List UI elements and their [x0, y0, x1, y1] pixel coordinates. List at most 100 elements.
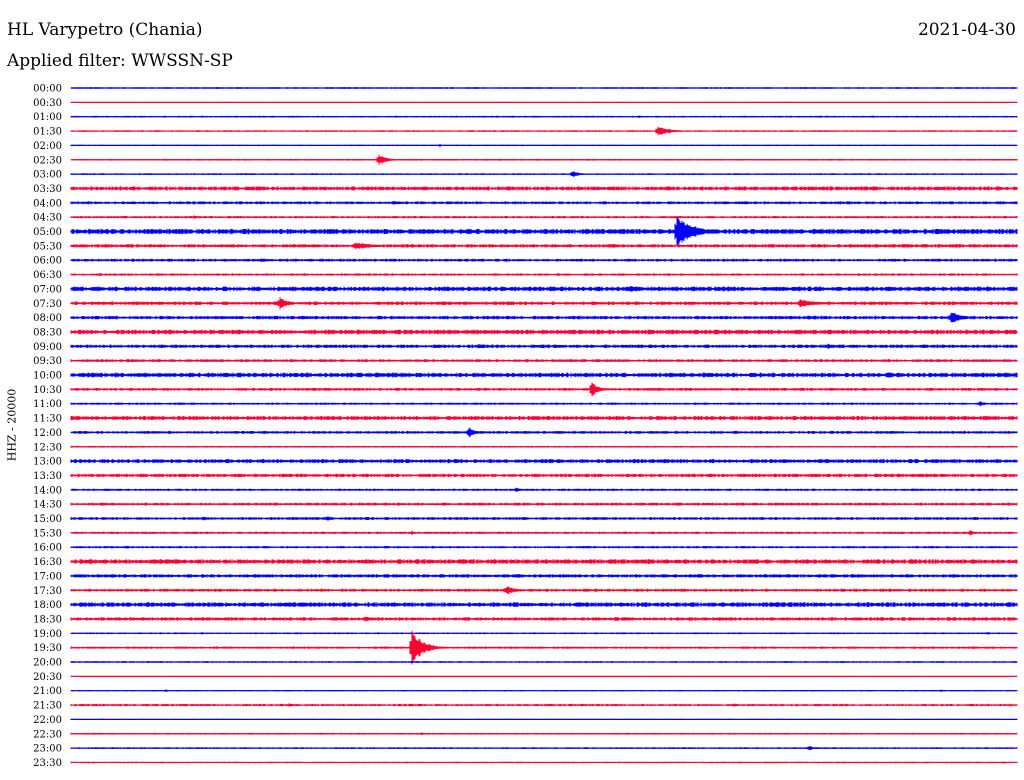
trace-signal	[70, 186, 1018, 191]
trace-signal	[70, 87, 1018, 89]
trace-signal	[70, 558, 1018, 565]
trace-signal	[70, 286, 1018, 292]
trace-signal	[70, 329, 1018, 335]
time-label: 03:30	[33, 184, 62, 195]
time-label: 18:30	[33, 614, 62, 625]
time-label: 22:30	[33, 729, 62, 740]
trace-signal	[70, 273, 1018, 277]
time-label: 12:00	[33, 428, 62, 439]
trace-signal	[70, 689, 1018, 692]
trace-signal	[70, 546, 1018, 549]
trace-signal	[70, 358, 1018, 363]
trace-signal	[70, 502, 1018, 506]
time-label: 07:00	[33, 284, 62, 295]
time-label: 04:30	[33, 213, 62, 224]
trace-signal	[70, 126, 1018, 136]
time-label: 07:30	[33, 299, 62, 310]
time-label: 02:00	[33, 141, 62, 152]
trace-signal	[70, 632, 1018, 635]
trace-signal	[70, 574, 1018, 578]
time-label: 05:00	[33, 227, 62, 238]
station-title: HL Varypetro (Chania)	[7, 20, 203, 40]
trace-signal	[70, 630, 1018, 665]
time-label: 14:30	[33, 500, 62, 511]
trace-signal	[70, 343, 1018, 349]
trace-group	[70, 87, 1018, 764]
time-label: 01:30	[33, 127, 62, 138]
trace-signal	[70, 602, 1018, 607]
time-label: 10:30	[33, 385, 62, 396]
time-label: 11:00	[33, 399, 62, 410]
trace-signal	[70, 761, 1018, 764]
trace-signal	[70, 143, 1018, 148]
trace-signal	[70, 703, 1018, 707]
trace-signal	[70, 516, 1018, 521]
time-label: 15:00	[33, 514, 62, 525]
time-label: 06:00	[33, 256, 62, 267]
time-label: 23:30	[33, 758, 62, 769]
trace-signal	[70, 401, 1018, 407]
trace-signal	[70, 459, 1018, 464]
time-label: 19:30	[33, 643, 62, 654]
trace-signal	[70, 487, 1018, 492]
time-label: 13:30	[33, 471, 62, 482]
trace-signal	[70, 445, 1018, 448]
trace-signal	[70, 171, 1018, 177]
trace-signal	[70, 616, 1018, 622]
trace-signal	[70, 746, 1018, 750]
time-label: 16:30	[33, 557, 62, 568]
time-label: 01:00	[33, 112, 62, 123]
time-label: 02:30	[33, 155, 62, 166]
time-label: 15:30	[33, 528, 62, 539]
trace-signal	[70, 258, 1018, 262]
time-label: 09:30	[33, 356, 62, 367]
trace-signal	[70, 215, 1018, 220]
time-label: 04:00	[33, 198, 62, 209]
trace-signal	[70, 427, 1018, 438]
time-label: 17:00	[33, 571, 62, 582]
time-label: 08:30	[33, 327, 62, 338]
time-label: 06:30	[33, 270, 62, 281]
time-label: 21:30	[33, 701, 62, 712]
trace-signal	[70, 217, 1018, 246]
trace-signal	[70, 312, 1018, 323]
trace-signal	[70, 416, 1018, 421]
trace-signal	[70, 242, 1018, 250]
time-label: 20:00	[33, 658, 62, 669]
time-label-group: 00:00 00:30 01:00 01:30 02:00 02:30 03:00 03:30…	[33, 84, 62, 769]
time-label: 03:00	[33, 170, 62, 181]
trace-signal	[70, 115, 1018, 118]
time-label: 14:00	[33, 485, 62, 496]
time-label: 12:30	[33, 442, 62, 453]
record-date: 2021-04-30	[917, 20, 1016, 40]
time-label: 00:30	[33, 98, 62, 109]
trace-signal	[70, 154, 1018, 165]
trace-signal	[70, 732, 1018, 735]
trace-signal	[70, 101, 1018, 103]
time-label: 11:30	[33, 414, 62, 425]
trace-signal	[70, 586, 1018, 594]
time-label: 10:00	[33, 371, 62, 382]
trace-signal	[70, 473, 1018, 478]
time-label: 17:30	[33, 586, 62, 597]
time-label: 20:30	[33, 672, 62, 683]
time-label: 00:00	[33, 84, 62, 95]
time-label: 22:00	[33, 715, 62, 726]
trace-signal	[70, 661, 1018, 663]
trace-signal	[70, 675, 1018, 677]
trace-signal	[70, 201, 1018, 205]
time-label: 16:00	[33, 543, 62, 554]
trace-signal	[70, 372, 1018, 378]
time-label: 19:00	[33, 629, 62, 640]
time-label: 08:00	[33, 313, 62, 324]
trace-signal	[70, 382, 1018, 397]
trace-signal	[70, 297, 1018, 310]
filter-label: Applied filter: WWSSN-SP	[7, 51, 233, 71]
trace-signal	[70, 530, 1018, 536]
trace-signal	[70, 718, 1018, 720]
time-label: 09:00	[33, 342, 62, 353]
time-label: 13:00	[33, 457, 62, 468]
time-label: 23:00	[33, 744, 62, 755]
time-label: 18:00	[33, 600, 62, 611]
